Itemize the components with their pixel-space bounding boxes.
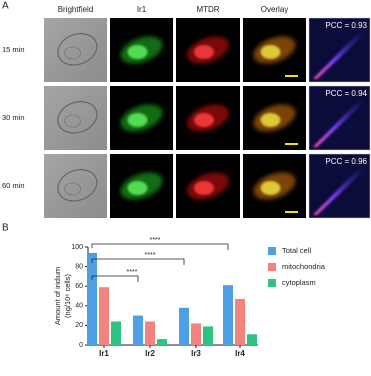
- nucleus-outline: [64, 182, 81, 196]
- legend-swatch: [268, 263, 276, 271]
- y-axis-label: Amount of iridium(ng/10⁶ cells): [53, 267, 72, 325]
- x-tick-label: Ir2: [145, 349, 155, 358]
- bar: [179, 307, 189, 345]
- legend-swatch: [268, 247, 276, 255]
- panel-label: A: [2, 1, 9, 12]
- legend-swatch: [268, 279, 276, 287]
- scale-bar: [285, 143, 298, 145]
- legend-label: cytoplasm: [282, 278, 316, 287]
- bar: [99, 287, 109, 345]
- nucleus-outline: [64, 46, 81, 60]
- bar: [145, 321, 155, 345]
- scatter-plot: [308, 17, 371, 83]
- column-header: Ir1: [137, 5, 147, 14]
- y-tick-label: 40: [75, 303, 83, 310]
- row-label: 15 min: [2, 45, 25, 54]
- pcc-label: PCC = 0.94: [325, 89, 367, 98]
- cell-signal: [127, 45, 148, 59]
- brightfield-image: [44, 86, 107, 150]
- y-axis-label-line: Amount of iridium: [53, 267, 62, 325]
- scale-bar: [285, 75, 298, 77]
- brightfield-image: [44, 154, 107, 218]
- bar: [111, 321, 121, 345]
- cell-signal: [194, 181, 214, 195]
- y-tick-label: 80: [75, 263, 83, 270]
- cell-outline: [57, 101, 98, 134]
- bar: [87, 252, 97, 345]
- cell-outline: [57, 33, 98, 66]
- significance-label: ****: [145, 252, 156, 259]
- scale-bar: [285, 211, 298, 213]
- significance-bracket: [91, 275, 139, 282]
- cell-signal: [194, 113, 214, 127]
- brightfield-image: [44, 18, 107, 82]
- bar: [203, 326, 213, 345]
- legend-label: Total cell: [282, 246, 312, 255]
- x-tick-label: Ir3: [191, 349, 201, 358]
- cell-outline: [57, 169, 98, 202]
- row-label: 30 min: [2, 113, 25, 122]
- x-tick-label: Ir1: [99, 349, 109, 358]
- y-tick-label: 20: [75, 322, 83, 329]
- significance-label: ****: [127, 269, 138, 276]
- bar: [247, 334, 257, 345]
- scatter-plot: [308, 153, 371, 219]
- y-tick-label: 0: [79, 342, 83, 349]
- significance-label: ****: [150, 237, 161, 244]
- scatter-density: [313, 168, 367, 215]
- bar: [191, 323, 201, 345]
- cell-signal: [260, 45, 281, 59]
- row-label: 60 min: [2, 181, 25, 190]
- scatter-plot: [308, 85, 371, 151]
- significance-bracket: [91, 258, 185, 265]
- y-axis-label-line: (ng/10⁶ cells): [63, 274, 72, 318]
- column-header: Brightfield: [58, 5, 94, 14]
- x-tick-label: Ir4: [235, 349, 245, 358]
- cell-signal: [127, 181, 148, 195]
- scatter-density: [313, 32, 367, 79]
- pcc-label: PCC = 0.93: [325, 21, 367, 30]
- column-header: Overlay: [261, 5, 289, 14]
- significance-bracket: [91, 243, 229, 250]
- bar: [235, 298, 245, 345]
- cell-signal: [260, 113, 281, 127]
- scatter-density: [313, 100, 367, 147]
- bar: [133, 315, 143, 345]
- cell-signal: [260, 181, 281, 195]
- bar: [157, 339, 167, 345]
- pcc-label: PCC = 0.96: [325, 157, 367, 166]
- bar: [223, 285, 233, 345]
- y-tick-label: 100: [71, 244, 83, 251]
- y-tick-label: 60: [75, 283, 83, 290]
- column-header: MTDR: [196, 5, 219, 14]
- nucleus-outline: [64, 114, 81, 128]
- cell-signal: [194, 45, 214, 59]
- legend-label: mitochondria: [282, 262, 326, 271]
- cell-signal: [127, 113, 148, 127]
- panel-label: B: [2, 223, 9, 234]
